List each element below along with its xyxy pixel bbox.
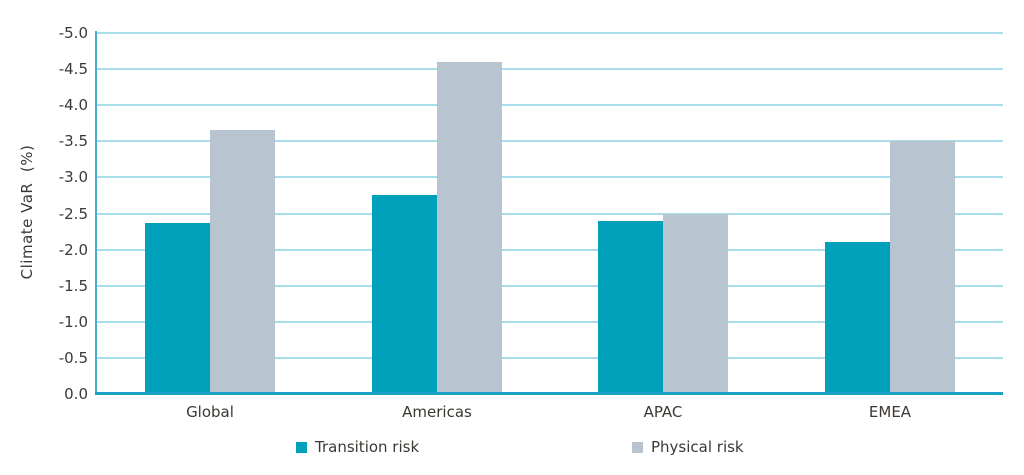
physical-risk-swatch-icon [632, 441, 643, 453]
legend-item-transition-risk: Transition risk [296, 438, 419, 456]
gridline [97, 176, 1003, 179]
gridline [97, 320, 1003, 323]
bar-transition-risk-americas [371, 195, 437, 394]
bar-physical-risk-global [210, 130, 276, 394]
y-tick-label: -3.0 [58, 168, 88, 187]
y-tick-label: -5.0 [58, 24, 88, 42]
gridline [97, 212, 1003, 215]
transition-risk-swatch-icon [296, 441, 307, 453]
y-tick-label: -2.5 [58, 204, 88, 223]
legend-label-transition-risk: Transition risk [315, 438, 420, 456]
category-label-apac: APAC [643, 403, 683, 421]
bar-physical-risk-emea [889, 141, 955, 394]
y-tick-label: -1.0 [58, 312, 88, 331]
gridline [97, 32, 1003, 34]
y-axis-line [95, 31, 97, 394]
plot-area [97, 32, 1003, 394]
gridline [97, 104, 1003, 107]
gridline [97, 140, 1003, 143]
gridline [97, 68, 1003, 71]
y-tick-label: 0.0 [64, 385, 88, 403]
x-axis-line [95, 392, 1003, 395]
bar-transition-risk-apac [598, 220, 664, 394]
y-tick-label: -2.0 [58, 240, 88, 259]
y-tick-label: -3.5 [58, 132, 88, 151]
category-label-americas: Americas [402, 403, 472, 421]
y-tick-label: -1.5 [58, 276, 88, 295]
bar-physical-risk-apac [663, 213, 729, 394]
bar-transition-risk-emea [824, 242, 890, 394]
gridline [97, 356, 1003, 359]
bar-physical-risk-americas [436, 61, 502, 394]
y-tick-label: -0.5 [58, 348, 88, 367]
bar-transition-risk-global [145, 222, 211, 394]
gridline [97, 248, 1003, 251]
gridline [97, 284, 1003, 287]
y-tick-label: -4.0 [58, 96, 88, 115]
legend-item-physical-risk: Physical risk [632, 438, 744, 456]
category-label-global: Global [186, 403, 234, 421]
y-tick-label: -4.5 [58, 60, 88, 79]
legend-label-physical-risk: Physical risk [651, 438, 744, 456]
category-label-emea: EMEA [868, 403, 912, 421]
